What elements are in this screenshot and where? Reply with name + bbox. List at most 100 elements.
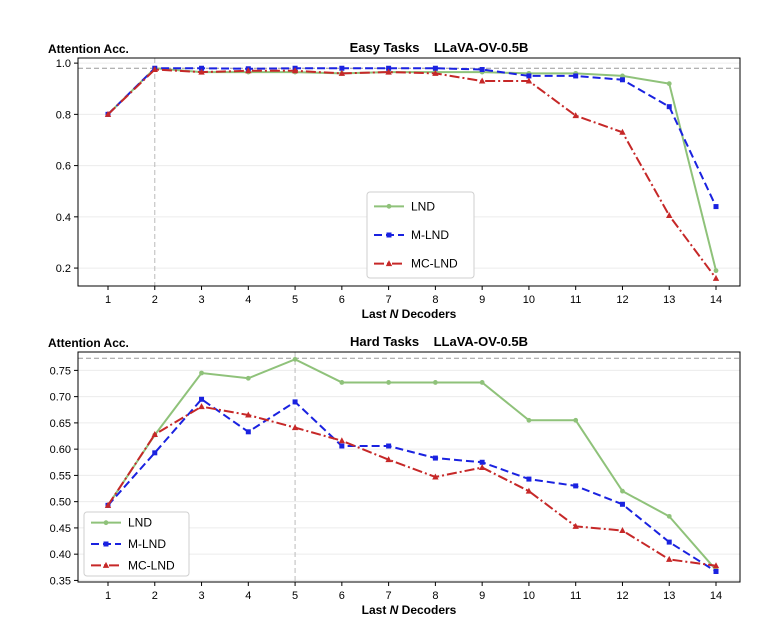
chart-title: Hard Tasks LLaVA-OV-0.5B: [350, 334, 528, 349]
data-point: [385, 456, 392, 463]
legend-box: [366, 191, 475, 279]
data-point: [526, 417, 532, 423]
data-point: [572, 112, 579, 119]
x-tick-label: 7: [386, 294, 392, 306]
data-point: [339, 443, 345, 449]
data-point: [620, 488, 625, 494]
data-point: [199, 370, 204, 376]
series-line: [107, 358, 717, 571]
x-tick-label: 3: [198, 590, 204, 602]
y-tick-label: 0.50: [50, 497, 71, 509]
data-point: [713, 268, 719, 274]
data-point: [666, 513, 672, 519]
data-point: [666, 539, 672, 545]
legend-marker: [102, 561, 110, 568]
data-point: [619, 77, 625, 83]
x-tick-label: 1: [105, 294, 111, 306]
data-point: [479, 380, 485, 385]
data-point: [386, 380, 392, 385]
data-point: [666, 81, 672, 87]
chart-title: Easy Tasks LLaVA-OV-0.5B: [350, 40, 529, 55]
series-line: [107, 67, 717, 208]
x-tick-label: 12: [616, 294, 628, 306]
x-tick-label: 11: [570, 590, 581, 602]
x-tick-label: 6: [339, 294, 345, 306]
data-point: [198, 403, 205, 410]
data-point: [338, 69, 346, 76]
data-point: [152, 450, 158, 456]
data-point: [245, 429, 251, 435]
legend-marker: [103, 541, 109, 547]
x-tick-label: 1: [105, 590, 111, 602]
x-tick-label: 8: [432, 294, 438, 306]
data-point: [479, 67, 485, 73]
x-tick-label: 12: [616, 590, 628, 602]
legend-marker: [385, 260, 393, 267]
x-axis-label: Last N Decoders: [362, 307, 457, 321]
data-point: [713, 568, 719, 574]
legend-marker: [103, 520, 109, 526]
legend-marker: [386, 232, 392, 238]
legend-label: LND: [128, 516, 152, 530]
y-tick-label: 0.75: [50, 365, 71, 377]
legend-marker: [386, 203, 392, 209]
x-tick-label: 7: [386, 590, 392, 602]
x-tick-label: 4: [245, 294, 251, 306]
data-point: [619, 128, 626, 135]
data-point: [432, 473, 439, 480]
x-tick-label: 3: [198, 294, 204, 306]
x-tick-label: 14: [710, 590, 722, 602]
data-point: [479, 459, 485, 465]
data-point: [526, 476, 532, 482]
y-tick-label: 0.70: [50, 392, 71, 404]
x-tick-label: 4: [245, 590, 251, 602]
plot-frame: [77, 351, 741, 583]
x-tick-label: 11: [570, 294, 581, 306]
data-point: [666, 212, 673, 219]
y-tick-label: 0.40: [50, 549, 71, 561]
x-tick-label: 5: [292, 590, 298, 602]
data-point: [666, 104, 672, 110]
data-point: [572, 522, 579, 529]
x-tick-label: 10: [523, 294, 535, 306]
data-point: [292, 356, 298, 362]
y-tick-label: 0.55: [50, 470, 71, 482]
y-tick-label: 0.45: [50, 523, 71, 535]
data-point: [245, 67, 252, 74]
data-point: [292, 399, 298, 405]
data-point: [291, 67, 299, 74]
series-line: [107, 397, 717, 573]
data-point: [291, 424, 299, 431]
data-point: [666, 555, 673, 562]
x-axis-label: Last N Decoders: [362, 603, 457, 616]
data-point: [386, 65, 392, 71]
data-point: [432, 380, 438, 385]
data-point: [713, 204, 719, 210]
y-tick-label: 0.2: [56, 263, 71, 275]
series-mc-lnd: [104, 66, 720, 281]
data-point: [199, 396, 205, 402]
data-point: [619, 501, 625, 507]
y-tick-label: 0.35: [50, 575, 71, 587]
x-tick-label: 2: [152, 590, 158, 602]
x-tick-label: 6: [339, 590, 345, 602]
series-lnd: [105, 356, 719, 573]
legend-label: MC-LND: [411, 257, 458, 271]
data-point: [104, 110, 112, 117]
legend: LND M-LND MC-LND: [366, 191, 475, 279]
y-tick-label: 0.6: [56, 161, 71, 173]
x-tick-label: 14: [710, 294, 722, 306]
data-point: [478, 77, 486, 84]
data-point: [104, 501, 112, 508]
legend-label: M-LND: [411, 228, 449, 242]
data-point: [525, 487, 533, 494]
legend-label: M-LND: [128, 537, 166, 551]
data-point: [712, 274, 720, 281]
data-point: [339, 380, 345, 385]
data-point: [151, 430, 158, 437]
x-tick-label: 5: [292, 294, 298, 306]
chart-panel-hard: 0.350.400.450.500.550.600.650.700.751 2 3 4…: [48, 334, 741, 617]
